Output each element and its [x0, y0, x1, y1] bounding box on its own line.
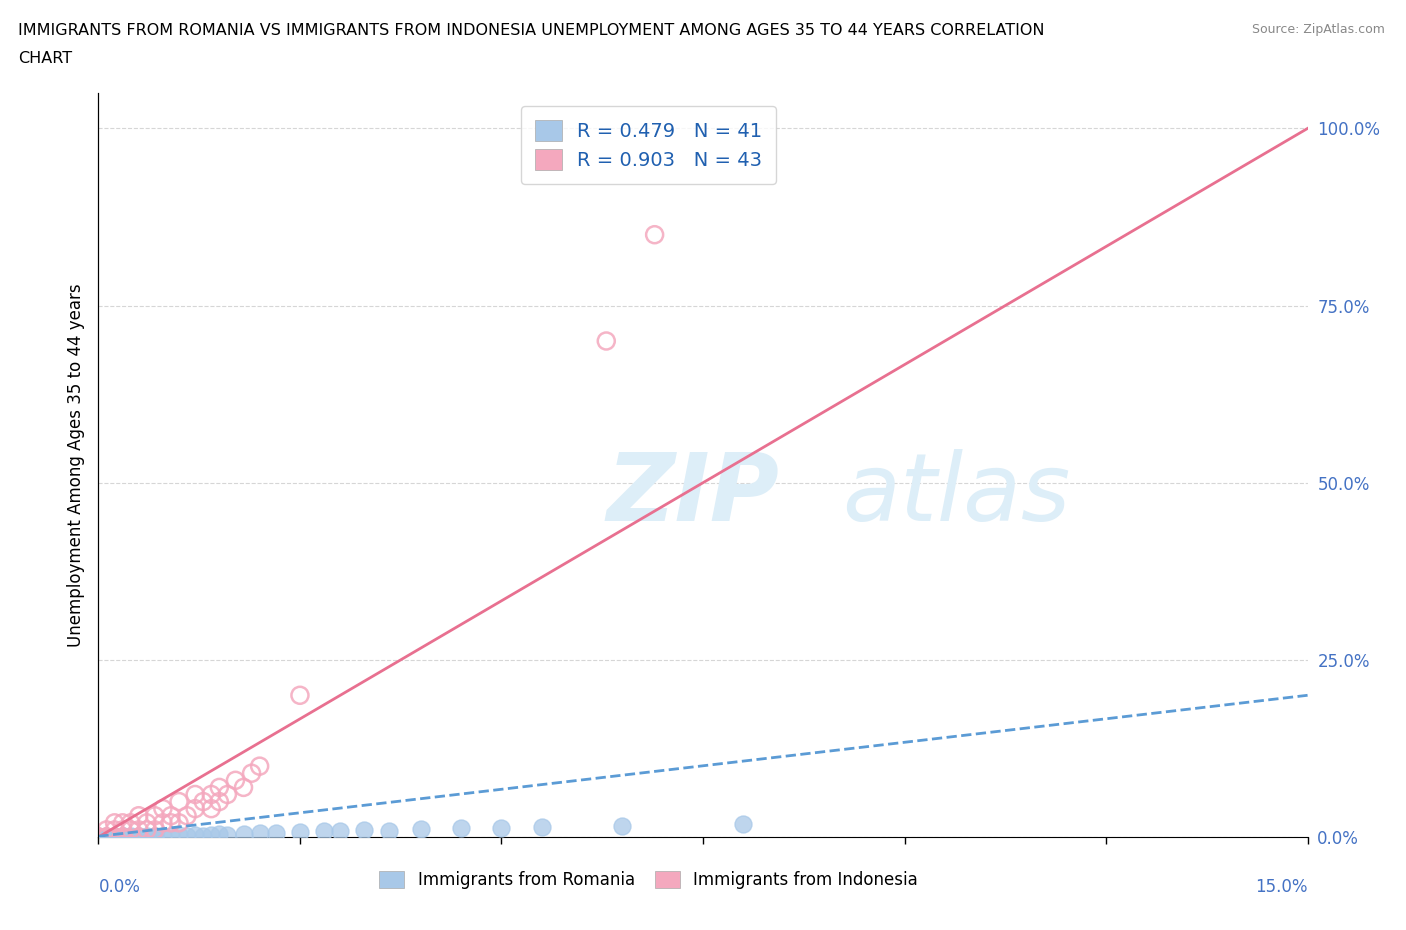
- Text: CHART: CHART: [18, 51, 72, 66]
- Point: [128, 830, 150, 844]
- Point: [288, 825, 311, 840]
- Y-axis label: Unemployment Among Ages 35 to 44 years: Unemployment Among Ages 35 to 44 years: [66, 284, 84, 646]
- Point: [135, 830, 157, 844]
- Point: [111, 829, 134, 844]
- Point: [184, 828, 207, 843]
- Text: 0.0%: 0.0%: [98, 878, 141, 896]
- Point: [240, 765, 263, 780]
- Point: [135, 829, 157, 844]
- Point: [128, 808, 150, 823]
- Point: [160, 816, 183, 830]
- Point: [184, 787, 207, 802]
- Text: 15.0%: 15.0%: [1256, 878, 1308, 896]
- Point: [87, 830, 110, 844]
- Point: [160, 808, 183, 823]
- Point: [193, 794, 215, 809]
- Point: [733, 817, 755, 831]
- Point: [87, 830, 110, 844]
- Point: [249, 759, 271, 774]
- Point: [176, 808, 198, 823]
- Text: ZIP: ZIP: [606, 449, 779, 540]
- Point: [167, 794, 190, 809]
- Point: [128, 822, 150, 837]
- Point: [103, 830, 125, 844]
- Point: [143, 829, 166, 844]
- Point: [103, 830, 125, 844]
- Point: [120, 816, 142, 830]
- Point: [329, 823, 352, 838]
- Point: [224, 773, 246, 788]
- Point: [184, 802, 207, 817]
- Point: [103, 816, 125, 830]
- Point: [353, 822, 375, 837]
- Point: [152, 828, 174, 843]
- Point: [160, 829, 183, 844]
- Point: [111, 822, 134, 837]
- Text: IMMIGRANTS FROM ROMANIA VS IMMIGRANTS FROM INDONESIA UNEMPLOYMENT AMONG AGES 35 : IMMIGRANTS FROM ROMANIA VS IMMIGRANTS FR…: [18, 23, 1045, 38]
- Point: [314, 824, 336, 839]
- Point: [87, 830, 110, 844]
- Point: [103, 829, 125, 844]
- Point: [120, 822, 142, 837]
- Point: [96, 830, 118, 844]
- Point: [103, 830, 125, 844]
- Point: [264, 825, 287, 840]
- Point: [409, 822, 432, 837]
- Point: [217, 828, 239, 843]
- Point: [193, 828, 215, 843]
- Point: [450, 821, 472, 836]
- Point: [96, 822, 118, 837]
- Point: [96, 829, 118, 844]
- Point: [208, 827, 231, 842]
- Point: [208, 780, 231, 795]
- Point: [135, 822, 157, 837]
- Point: [644, 227, 666, 242]
- Point: [143, 822, 166, 837]
- Point: [200, 828, 222, 843]
- Text: Source: ZipAtlas.com: Source: ZipAtlas.com: [1251, 23, 1385, 36]
- Point: [249, 826, 271, 841]
- Point: [167, 816, 190, 830]
- Point: [232, 827, 254, 842]
- Point: [288, 688, 311, 703]
- Point: [200, 802, 222, 817]
- Point: [152, 816, 174, 830]
- Legend: Immigrants from Romania, Immigrants from Indonesia: Immigrants from Romania, Immigrants from…: [373, 864, 925, 896]
- Point: [530, 819, 553, 834]
- Point: [167, 828, 190, 843]
- Point: [152, 802, 174, 817]
- Point: [143, 828, 166, 843]
- Point: [135, 816, 157, 830]
- Point: [111, 830, 134, 844]
- Point: [208, 794, 231, 809]
- Point: [595, 334, 617, 349]
- Point: [120, 829, 142, 844]
- Point: [176, 828, 198, 843]
- Point: [96, 830, 118, 844]
- Point: [96, 830, 118, 844]
- Point: [111, 830, 134, 844]
- Text: atlas: atlas: [842, 449, 1070, 540]
- Point: [103, 822, 125, 837]
- Point: [111, 816, 134, 830]
- Point: [377, 823, 399, 838]
- Point: [120, 830, 142, 844]
- Point: [87, 830, 110, 844]
- Point: [612, 819, 634, 834]
- Point: [128, 830, 150, 844]
- Point: [143, 808, 166, 823]
- Point: [87, 830, 110, 844]
- Point: [200, 787, 222, 802]
- Point: [217, 787, 239, 802]
- Point: [232, 780, 254, 795]
- Point: [111, 828, 134, 843]
- Point: [491, 820, 513, 835]
- Point: [128, 828, 150, 843]
